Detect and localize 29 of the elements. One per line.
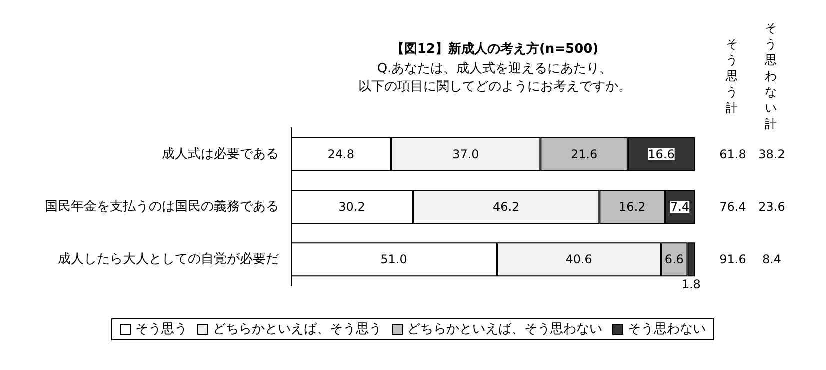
y-tick-label: 成人式は必要である (162, 146, 279, 162)
legend-label: そう思わない (628, 322, 706, 337)
data-label: 24.8 (328, 147, 354, 162)
data-label: 1.8 (682, 278, 701, 292)
text: 76.4 (720, 200, 746, 214)
data-label: 51.0 (380, 252, 408, 267)
data-label: 40.6 (566, 252, 592, 267)
legend-label: そう思う (136, 322, 188, 337)
chart-title: 【図12】新成人の考え方(n=500) (391, 41, 599, 57)
text: 23.6 (758, 200, 786, 214)
chart-subtitle: Q.あなたは、成人式を迎えるにあたり、以下の項目に関してどのようにお考えですか。 (358, 60, 632, 94)
text: 91.6 (720, 252, 746, 267)
data-label: 21.6 (570, 147, 598, 162)
data-label: 7.4 (670, 200, 690, 214)
data-label: 6.6 (664, 252, 684, 267)
text: 61.8 (720, 147, 746, 162)
y-tick-label: 国民年金を支払うのは国民の義務である (45, 200, 279, 214)
data-label: 46.2 (492, 200, 520, 214)
data-label: 37.0 (452, 147, 480, 162)
legend-label: どちらかといえば、そう思う (213, 322, 382, 337)
text: 8.4 (762, 252, 782, 267)
data-label: 16.2 (619, 200, 646, 214)
legend-label: どちらかといえば、そう思わない (408, 322, 602, 337)
data-label: 30.2 (338, 200, 366, 214)
text: そう思わない計 (764, 21, 777, 131)
data-label: 16.6 (648, 147, 675, 162)
text: そう思う計 (725, 37, 738, 115)
text: 38.2 (758, 147, 786, 162)
y-tick-label: 成人したら大人としての自覚が必要だ (58, 252, 279, 268)
